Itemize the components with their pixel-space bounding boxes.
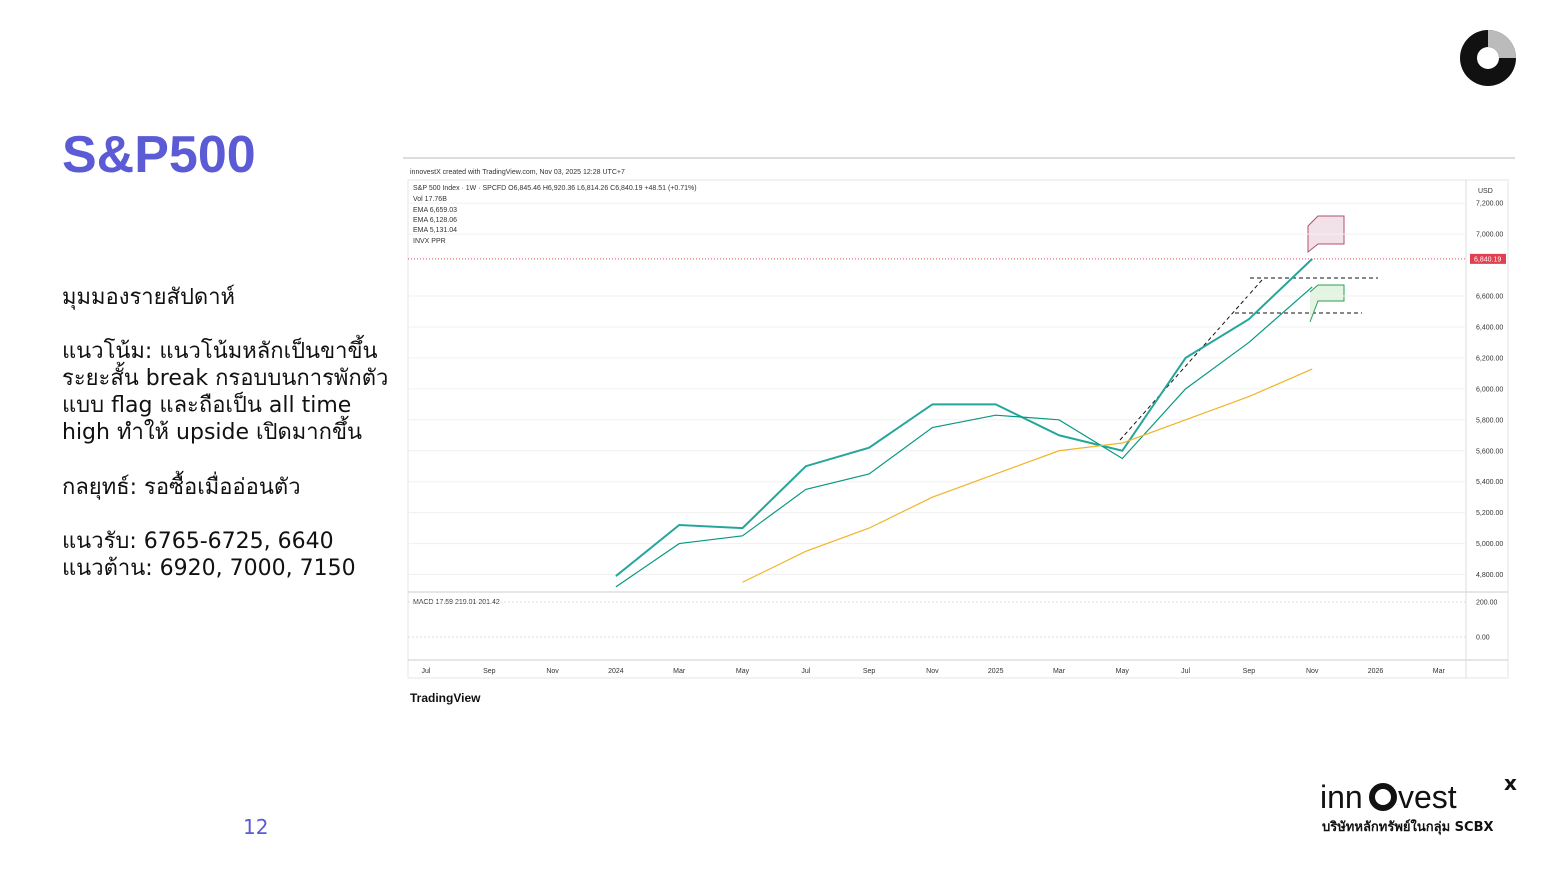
strategy: กลยุทธ์: รอซื้อเมื่ออ่อนตัว: [62, 471, 301, 500]
macd-tick-label: 200.00: [1476, 600, 1498, 607]
y-tick-label: 6,200.00: [1476, 355, 1503, 362]
x-tick-label: Jul: [1181, 668, 1190, 675]
brand-tagline: บริษัทหลักทรัพย์ในกลุ่ม SCBX: [1322, 818, 1494, 835]
trend-line: high ทำให้ upside เปิดมากขึ้น: [62, 416, 362, 445]
x-tick-label: Mar: [673, 668, 686, 675]
y-tick-label: 6,400.00: [1476, 324, 1503, 331]
resistance: แนวต้าน: 6920, 7000, 7150: [62, 556, 356, 581]
support-box: [1309, 284, 1345, 323]
page-number: 12: [243, 815, 268, 839]
price-line: [742, 368, 1313, 583]
y-tick-label: 4,800.00: [1476, 572, 1503, 579]
brand-mark: x: [1504, 771, 1517, 795]
price-line: [615, 258, 1313, 577]
x-tick-label: Sep: [483, 668, 496, 675]
x-tick-label: 2026: [1368, 668, 1384, 675]
x-tick-label: Nov: [926, 668, 939, 675]
y-tick-label: 6,000.00: [1476, 386, 1503, 393]
y-tick-label: 5,400.00: [1476, 479, 1503, 486]
y-tick-label: 7,200.00: [1476, 201, 1503, 208]
legend-line: S&P 500 Index · 1W · SPCFD O6,845.46 H6,…: [413, 185, 697, 192]
legend-line: INVX PPR: [413, 238, 446, 245]
logo-hole: [1477, 47, 1499, 69]
support: แนวรับ: 6765-6725, 6640: [62, 529, 334, 554]
legend-line: Vol 17.76B: [413, 196, 447, 203]
trend-line: แบบ flag และถือเป็น all time: [62, 390, 351, 418]
y-tick-label: 7,000.00: [1476, 232, 1503, 239]
x-tick-label: Nov: [546, 668, 559, 675]
brand-right: vest: [1398, 779, 1457, 815]
footer-logo: TradingView: [410, 691, 481, 705]
x-tick-label: May: [736, 668, 750, 675]
x-tick-label: Mar: [1053, 668, 1066, 675]
credit: innovestX created with TradingView.com, …: [410, 169, 625, 176]
x-tick-label: May: [1116, 668, 1130, 675]
x-tick-label: Sep: [1243, 668, 1256, 675]
price-line: [615, 286, 1313, 588]
x-tick-label: Jul: [422, 668, 431, 675]
y-tick-label: 5,000.00: [1476, 541, 1503, 548]
slide-title: S&P500: [62, 126, 256, 184]
legend-line: EMA 6,659.03: [413, 207, 457, 214]
x-tick-label: Nov: [1306, 668, 1319, 675]
heading: มุมมองรายสัปดาห์: [62, 285, 235, 310]
last-price-tag: [1470, 253, 1506, 264]
x-tick-label: Jul: [801, 668, 810, 675]
legend-line: EMA 5,131.04: [413, 227, 457, 234]
macd-tick-label: 0.00: [1476, 635, 1490, 642]
y-tick-label: 5,600.00: [1476, 448, 1503, 455]
y-tick-label: 5,200.00: [1476, 510, 1503, 517]
trend-line: ระยะสั้น break กรอบบนการพักตัว: [62, 362, 388, 391]
logo-segment: [1488, 30, 1516, 58]
x-tick-label: 2025: [988, 668, 1004, 675]
y-tick-label: 5,800.00: [1476, 417, 1503, 424]
legend-line: EMA 6,128.06: [413, 217, 457, 224]
x-tick-label: Mar: [1433, 668, 1446, 675]
currency: USD: [1478, 188, 1493, 195]
x-tick-label: Sep: [863, 668, 876, 675]
brand-o: [1369, 783, 1397, 811]
y-tick-label: 6,600.00: [1476, 294, 1503, 301]
x-tick-label: 2024: [608, 668, 624, 675]
flag-lines: [1119, 277, 1378, 441]
trend-line: แนวโน้ม: แนวโน้มหลักเป็นขาขึ้น: [62, 335, 378, 364]
chart-frame: [407, 179, 1509, 679]
last-price-label: 6,840.19: [1474, 256, 1501, 263]
brand-left: inn: [1320, 779, 1363, 815]
